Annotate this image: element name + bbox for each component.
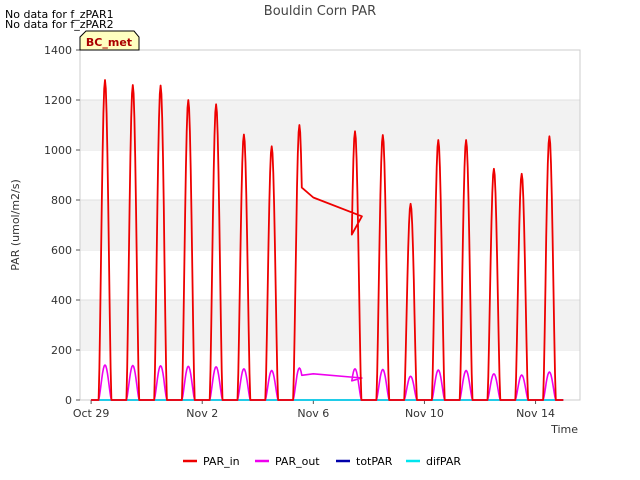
y-tick-label: 600 — [51, 244, 72, 257]
par-out-line — [91, 364, 564, 401]
y-tick-label: 1400 — [44, 44, 72, 57]
legend-label: totPAR — [356, 455, 393, 468]
chart-title: Bouldin Corn PAR — [264, 4, 376, 19]
par-in-line — [91, 79, 564, 401]
no-data-note-2: No data for f_zPAR2 — [5, 18, 114, 31]
x-tick-label: Nov 10 — [405, 407, 444, 420]
no-data-note-1: No data for f_zPAR1 — [5, 8, 114, 21]
grid-band — [80, 300, 580, 350]
y-tick-label: 800 — [51, 194, 72, 207]
x-tick-label: Oct 29 — [73, 407, 110, 420]
bc-met-label: BC_met — [86, 36, 132, 49]
x-tick-label: Nov 6 — [297, 407, 329, 420]
y-axis-label: PAR (umol/m2/s) — [9, 179, 22, 271]
legend-label: difPAR — [426, 455, 461, 468]
x-axis-label: Time — [550, 423, 578, 436]
legend-label: PAR_in — [203, 455, 240, 468]
x-tick-label: Nov 2 — [186, 407, 218, 420]
legend: PAR_in PAR_out totPAR difPAR — [183, 455, 461, 468]
bc-met-badge: BC_met — [79, 30, 140, 51]
legend-label: PAR_out — [275, 455, 320, 468]
x-tick-label: Nov 14 — [516, 407, 555, 420]
grid-band — [80, 100, 580, 150]
y-tick-label: 1200 — [44, 94, 72, 107]
y-tick-label: 400 — [51, 294, 72, 307]
y-tick-label: 0 — [65, 394, 72, 407]
grid-band — [80, 200, 580, 250]
y-tick-label: 200 — [51, 344, 72, 357]
y-tick-label: 1000 — [44, 144, 72, 157]
